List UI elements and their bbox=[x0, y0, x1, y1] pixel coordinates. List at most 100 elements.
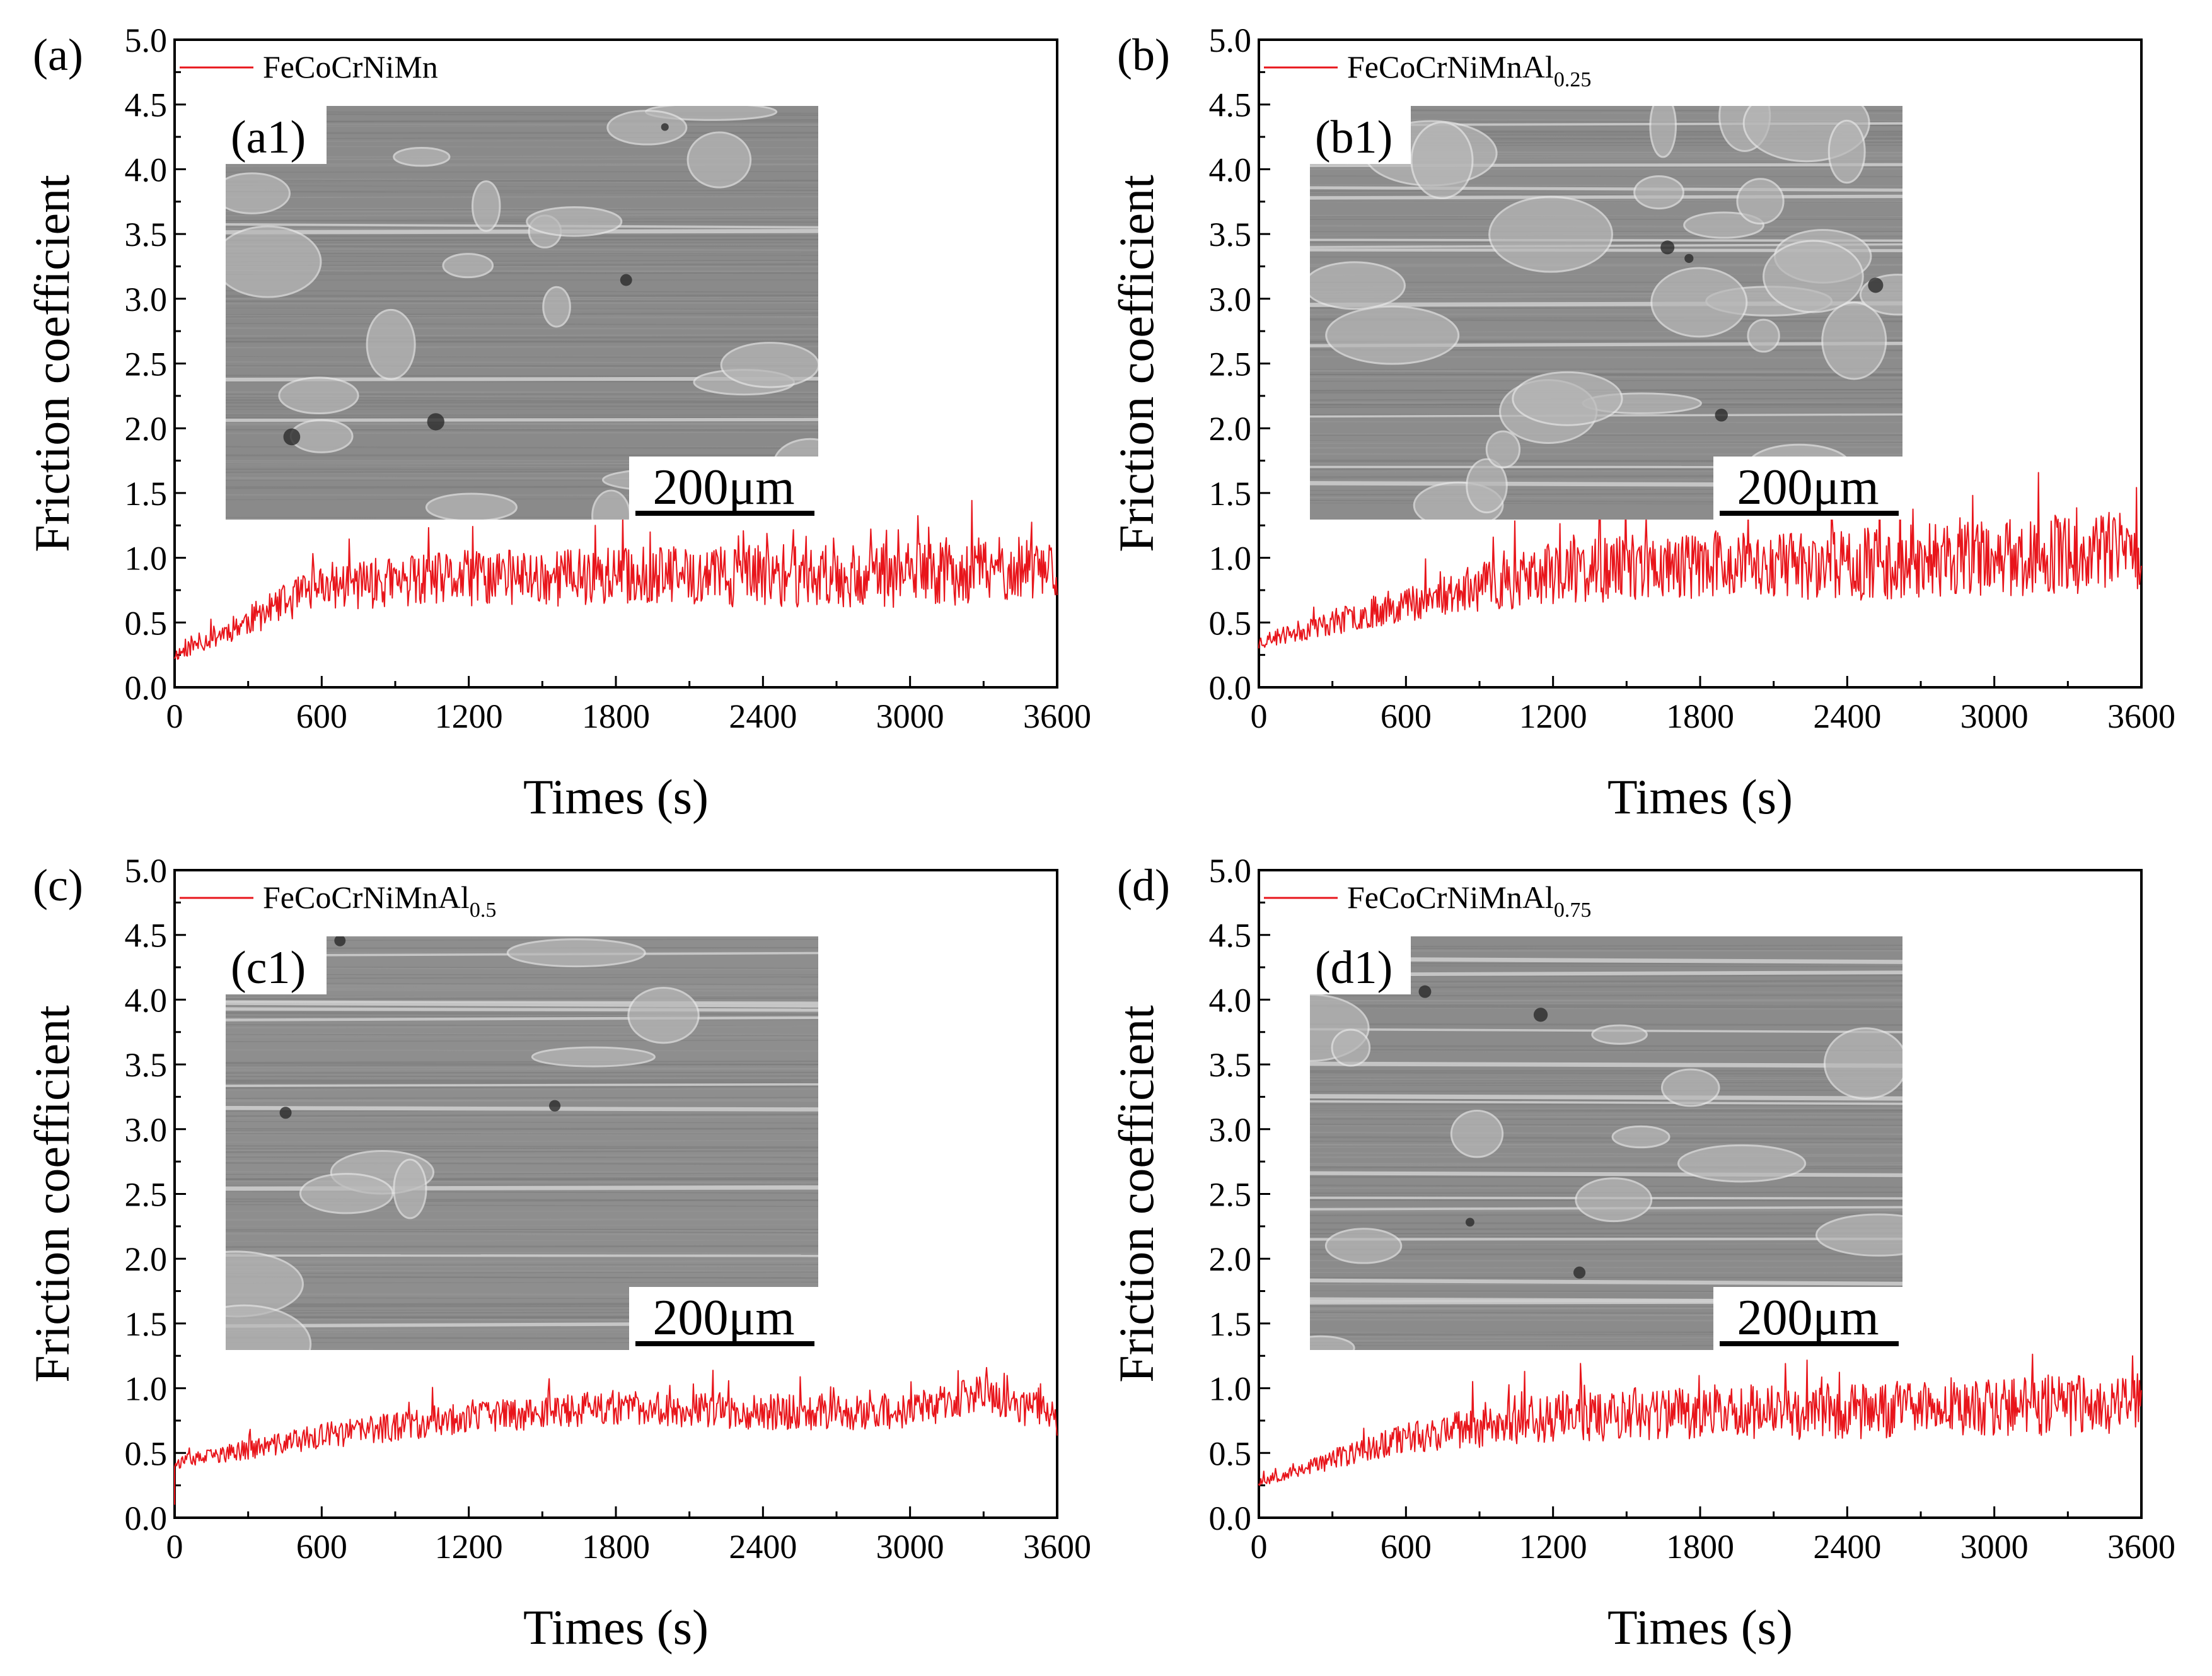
sem-texture bbox=[226, 1147, 818, 1150]
sem-inset bbox=[1310, 936, 1902, 1350]
series-line bbox=[1258, 472, 2142, 649]
sem-texture bbox=[1310, 1266, 1902, 1269]
sem-texture bbox=[226, 1081, 818, 1085]
x-tick-label: 2400 bbox=[1813, 697, 1881, 735]
scale-bar-label: 200μm bbox=[652, 460, 794, 515]
sem-pit bbox=[620, 274, 632, 286]
legend-label-subscript: 0.75 bbox=[1554, 899, 1592, 922]
series-line bbox=[174, 499, 1058, 660]
x-tick-label: 1200 bbox=[1519, 1528, 1587, 1566]
sem-wear-groove bbox=[226, 1083, 818, 1087]
legend-label-base: FeCoCrNiMn bbox=[263, 49, 438, 84]
inset-label: (d1) bbox=[1315, 942, 1393, 994]
sem-texture bbox=[1310, 994, 1902, 997]
x-axis-title: Times (s) bbox=[523, 769, 709, 824]
sem-texture bbox=[226, 414, 818, 416]
y-tick-label: 3.5 bbox=[125, 1046, 168, 1084]
sem-texture bbox=[226, 1120, 818, 1124]
sem-debris bbox=[526, 206, 623, 237]
sem-debris bbox=[1763, 240, 1864, 313]
sem-texture bbox=[1310, 1124, 1902, 1126]
sem-debris bbox=[606, 110, 688, 146]
inset-label: (b1) bbox=[1315, 112, 1393, 163]
sem-texture bbox=[1310, 368, 1902, 370]
sem-texture bbox=[226, 219, 818, 223]
x-tick-label: 1200 bbox=[435, 697, 503, 735]
sem-texture bbox=[226, 1266, 818, 1268]
scale-bar-label: 200μm bbox=[652, 1290, 794, 1346]
sem-texture bbox=[226, 1264, 818, 1266]
scale-bar-box bbox=[629, 457, 818, 520]
y-tick-label: 1.5 bbox=[1209, 1305, 1252, 1343]
sem-texture bbox=[226, 1032, 818, 1035]
sem-debris bbox=[542, 286, 571, 328]
y-axis-title: Friction coefficient bbox=[1109, 175, 1164, 552]
sem-texture bbox=[226, 1240, 818, 1242]
y-tick-label: 5.0 bbox=[125, 21, 168, 59]
sem-texture bbox=[1310, 1231, 1902, 1235]
y-tick-label: 1.5 bbox=[1209, 475, 1252, 513]
sem-pit bbox=[1868, 277, 1884, 293]
x-tick-label: 3000 bbox=[1960, 697, 2029, 735]
series-line bbox=[1258, 1353, 2142, 1486]
sem-texture bbox=[1310, 1085, 1902, 1087]
sem-pit bbox=[548, 1100, 561, 1112]
y-tick-label: 4.5 bbox=[125, 917, 168, 955]
sem-texture bbox=[226, 1012, 818, 1015]
sem-texture bbox=[226, 1088, 818, 1091]
sem-texture bbox=[226, 259, 818, 263]
sem-texture bbox=[226, 301, 818, 305]
y-tick-label: 0.5 bbox=[1209, 604, 1252, 642]
sem-wear-groove bbox=[226, 229, 818, 235]
sem-debris bbox=[1827, 119, 1866, 184]
legend-label-subscript: 0.25 bbox=[1554, 68, 1592, 91]
sem-texture bbox=[226, 1025, 818, 1029]
sem-texture bbox=[1310, 999, 1902, 1001]
sem-debris bbox=[1485, 430, 1521, 468]
inset-label-box bbox=[1310, 936, 1411, 994]
y-tick-label: 0.0 bbox=[125, 669, 168, 707]
sem-pit bbox=[661, 123, 669, 131]
sem-texture bbox=[1310, 1103, 1902, 1106]
y-tick-label: 2.5 bbox=[1209, 346, 1252, 383]
sem-debris bbox=[1736, 178, 1785, 225]
y-tick-label: 1.5 bbox=[125, 475, 168, 513]
sem-debris bbox=[686, 131, 752, 189]
sem-debris bbox=[1466, 458, 1508, 514]
sem-pit bbox=[1533, 1008, 1548, 1022]
sem-texture bbox=[226, 1281, 818, 1284]
sem-texture bbox=[226, 1271, 818, 1274]
x-tick-label: 0 bbox=[1251, 697, 1268, 735]
panel-b: 0 600 1200 1800 2400 3000 3600 0.0 0.5 1.0 1.5 2.0 2… bbox=[1109, 21, 2175, 824]
sem-texture bbox=[226, 290, 818, 293]
sem-texture bbox=[226, 1033, 818, 1037]
sem-wear-groove bbox=[1310, 1278, 1902, 1286]
x-tick-label: 3600 bbox=[2107, 697, 2175, 735]
sem-pit bbox=[279, 1107, 292, 1119]
sem-texture bbox=[1310, 1136, 1902, 1140]
scale-bar-box bbox=[629, 1287, 818, 1350]
x-tick-label: 1200 bbox=[435, 1528, 503, 1566]
sem-pit bbox=[334, 936, 346, 946]
sem-texture bbox=[226, 345, 818, 349]
sem-debris bbox=[1324, 1228, 1403, 1264]
y-tick-label: 5.0 bbox=[125, 852, 168, 890]
legend-label-base: FeCoCrNiMnAl bbox=[263, 880, 470, 915]
sem-debris bbox=[442, 253, 494, 279]
legend-label-subscript: 0.5 bbox=[470, 899, 497, 922]
inset-label: (c1) bbox=[231, 942, 306, 994]
sem-texture bbox=[1310, 1007, 1902, 1010]
sem-debris bbox=[1591, 1024, 1648, 1045]
sem-wear-groove bbox=[226, 1016, 818, 1021]
sem-texture bbox=[1310, 1107, 1902, 1111]
sem-debris bbox=[1410, 121, 1474, 199]
sem-texture bbox=[226, 1062, 818, 1066]
legend-label: FeCoCrNiMnAl0.5 bbox=[263, 880, 496, 922]
sem-texture bbox=[226, 1039, 818, 1042]
sem-wear-groove bbox=[1310, 1094, 1902, 1101]
sem-texture bbox=[1310, 1071, 1902, 1075]
x-tick-label: 3000 bbox=[1960, 1528, 2029, 1566]
panel-label: (a) bbox=[33, 30, 83, 80]
x-axis-title: Times (s) bbox=[1607, 769, 1793, 824]
